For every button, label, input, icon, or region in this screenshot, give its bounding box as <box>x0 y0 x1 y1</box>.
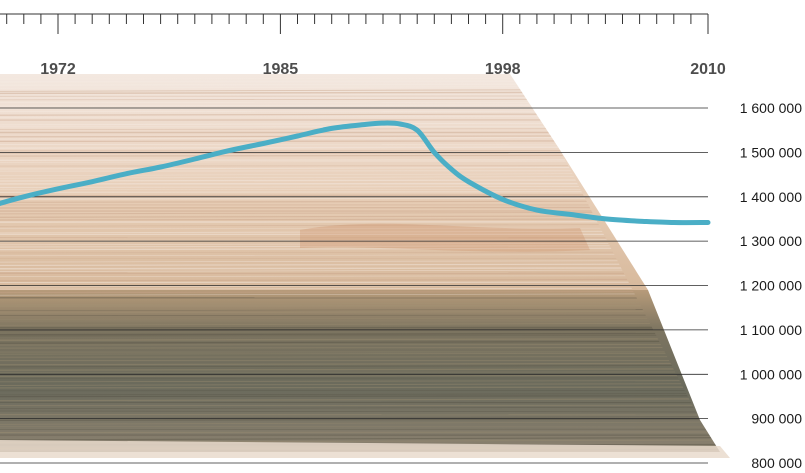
gridlines <box>0 107 708 464</box>
wood-grain-line <box>0 290 720 294</box>
wood-grain-line <box>0 380 720 383</box>
x-tick-label: 1998 <box>485 61 521 78</box>
series-line <box>0 120 711 226</box>
wood-grain-line <box>0 206 720 209</box>
wood-grain-line <box>0 278 720 282</box>
x-tick-label: 1985 <box>263 61 299 78</box>
wood-grain-line <box>0 326 720 329</box>
wood-grain-line <box>0 230 720 234</box>
y-tick-label: 1 000 000 <box>740 366 802 382</box>
wood-grain-line <box>0 431 720 434</box>
wood-grain-line <box>0 310 720 314</box>
wood-grain-line <box>0 346 720 349</box>
wood-grain-line <box>0 263 720 267</box>
wood-grain-line <box>0 368 720 371</box>
wood-board-edge <box>0 440 730 458</box>
y-tick-label: 800 000 <box>751 455 802 471</box>
wood-grain-line <box>0 395 720 398</box>
wood-grain-line <box>0 352 720 355</box>
y-tick-label: 900 000 <box>751 411 802 427</box>
wood-grain-line <box>0 410 720 413</box>
wood-grain-line <box>0 244 720 248</box>
wood-grain-line <box>0 437 720 441</box>
wood-grain-line <box>0 374 720 378</box>
wood-grain-line <box>0 269 720 272</box>
wood-grain-line <box>0 308 720 311</box>
wood-grain-line <box>0 356 720 358</box>
wood-grain-line <box>0 340 720 344</box>
wood-grain-line <box>0 154 720 157</box>
wood-grain-line <box>0 421 720 425</box>
x-axis-labels: 1972 1985 1998 2010 <box>40 61 726 78</box>
wood-background <box>0 74 730 458</box>
wood-grain-line <box>0 140 720 143</box>
y-tick-label: 1 200 000 <box>740 278 802 294</box>
wood-grain-line <box>0 322 720 326</box>
y-axis-labels: 800 000 900 000 1 000 000 1 100 000 1 200 00… <box>740 100 803 471</box>
wood-grain-line <box>0 275 720 277</box>
wood-grain-line <box>0 254 720 257</box>
wood-grain-line <box>0 191 720 193</box>
wood-grain-line <box>0 338 720 341</box>
wood-grain-line <box>0 267 720 270</box>
wood-grain-line <box>0 260 720 263</box>
wood-board-top <box>0 74 648 290</box>
wood-grain-line <box>0 332 720 336</box>
x-tick-label: 1972 <box>40 61 76 78</box>
wood-grain-line <box>0 365 720 368</box>
x-tick-label: 2010 <box>690 61 726 78</box>
wood-grain-line <box>0 383 720 386</box>
wood-grain-line <box>0 247 720 251</box>
wood-grain-line <box>0 416 720 419</box>
wood-grain-line <box>0 80 720 83</box>
wood-grain-line <box>0 293 720 296</box>
wood-grain-line <box>0 344 720 346</box>
wood-stain <box>300 223 590 252</box>
wood-grain-line <box>0 406 720 410</box>
y-tick-label: 1 400 000 <box>740 189 802 205</box>
y-tick-label: 1 100 000 <box>740 322 802 338</box>
x-axis <box>0 13 709 34</box>
wood-grain-line <box>0 393 720 396</box>
wood-board-bottom <box>0 290 720 452</box>
y-tick-label: 1 600 000 <box>740 100 802 116</box>
y-tick-label: 1 300 000 <box>740 233 802 249</box>
wood-grain-line <box>0 251 720 254</box>
wood-grain-line <box>0 362 720 366</box>
wood-grain-line <box>0 398 720 402</box>
series-group <box>0 120 711 226</box>
wood-grain-line <box>0 287 720 290</box>
wood-grain-line <box>0 386 720 389</box>
y-tick-label: 1 500 000 <box>740 144 802 160</box>
wood-grain-line <box>0 418 720 421</box>
wood-grain-line <box>0 302 720 306</box>
wood-grain-line <box>0 159 720 161</box>
wood-grain-line <box>0 318 720 320</box>
wood-grain-line <box>0 242 720 246</box>
